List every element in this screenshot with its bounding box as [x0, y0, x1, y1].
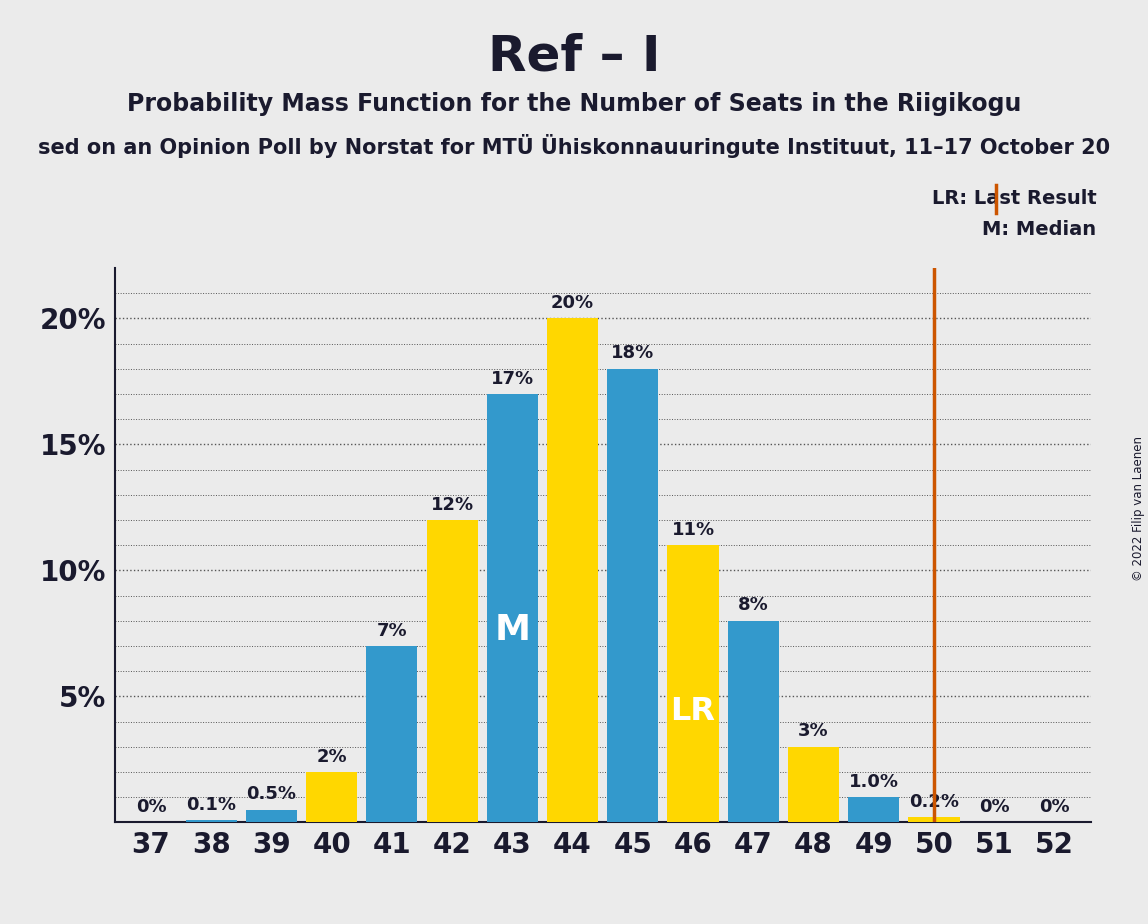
Text: Probability Mass Function for the Number of Seats in the Riigikogu: Probability Mass Function for the Number… [126, 92, 1022, 116]
Text: 18%: 18% [611, 345, 654, 362]
Text: 3%: 3% [798, 723, 829, 740]
Text: 17%: 17% [491, 370, 534, 388]
Text: 0.5%: 0.5% [247, 785, 296, 804]
Text: LR: Last Result: LR: Last Result [931, 189, 1096, 209]
Bar [246, 809, 297, 822]
Text: 7%: 7% [377, 622, 408, 639]
Bar [728, 621, 778, 822]
Bar [848, 797, 899, 822]
Text: 0%: 0% [135, 798, 166, 816]
Text: 0.1%: 0.1% [186, 796, 236, 813]
Text: Ref – I: Ref – I [488, 32, 660, 80]
Text: © 2022 Filip van Laenen: © 2022 Filip van Laenen [1132, 436, 1146, 580]
Bar [487, 394, 538, 822]
Bar [908, 818, 960, 822]
Text: M: M [495, 613, 530, 647]
Bar [427, 520, 478, 822]
Text: 0%: 0% [979, 798, 1009, 816]
Text: 20%: 20% [551, 294, 595, 312]
Text: M: Median: M: Median [983, 220, 1096, 239]
Text: 11%: 11% [672, 521, 714, 539]
Text: 2%: 2% [317, 748, 347, 766]
Bar [788, 747, 839, 822]
Bar [366, 646, 418, 822]
Bar [667, 545, 719, 822]
Text: 12%: 12% [430, 495, 474, 514]
Text: 0.2%: 0.2% [909, 793, 959, 811]
Bar [546, 319, 598, 822]
Bar [607, 369, 659, 822]
Text: 0%: 0% [1039, 798, 1070, 816]
Text: 1.0%: 1.0% [848, 772, 899, 791]
Bar [186, 820, 236, 822]
Text: 8%: 8% [738, 597, 769, 614]
Text: LR: LR [670, 696, 715, 727]
Bar [307, 772, 357, 822]
Text: sed on an Opinion Poll by Norstat for MTÜ Ühiskonnauuringute Instituut, 11–17 Oc: sed on an Opinion Poll by Norstat for MT… [38, 134, 1110, 158]
